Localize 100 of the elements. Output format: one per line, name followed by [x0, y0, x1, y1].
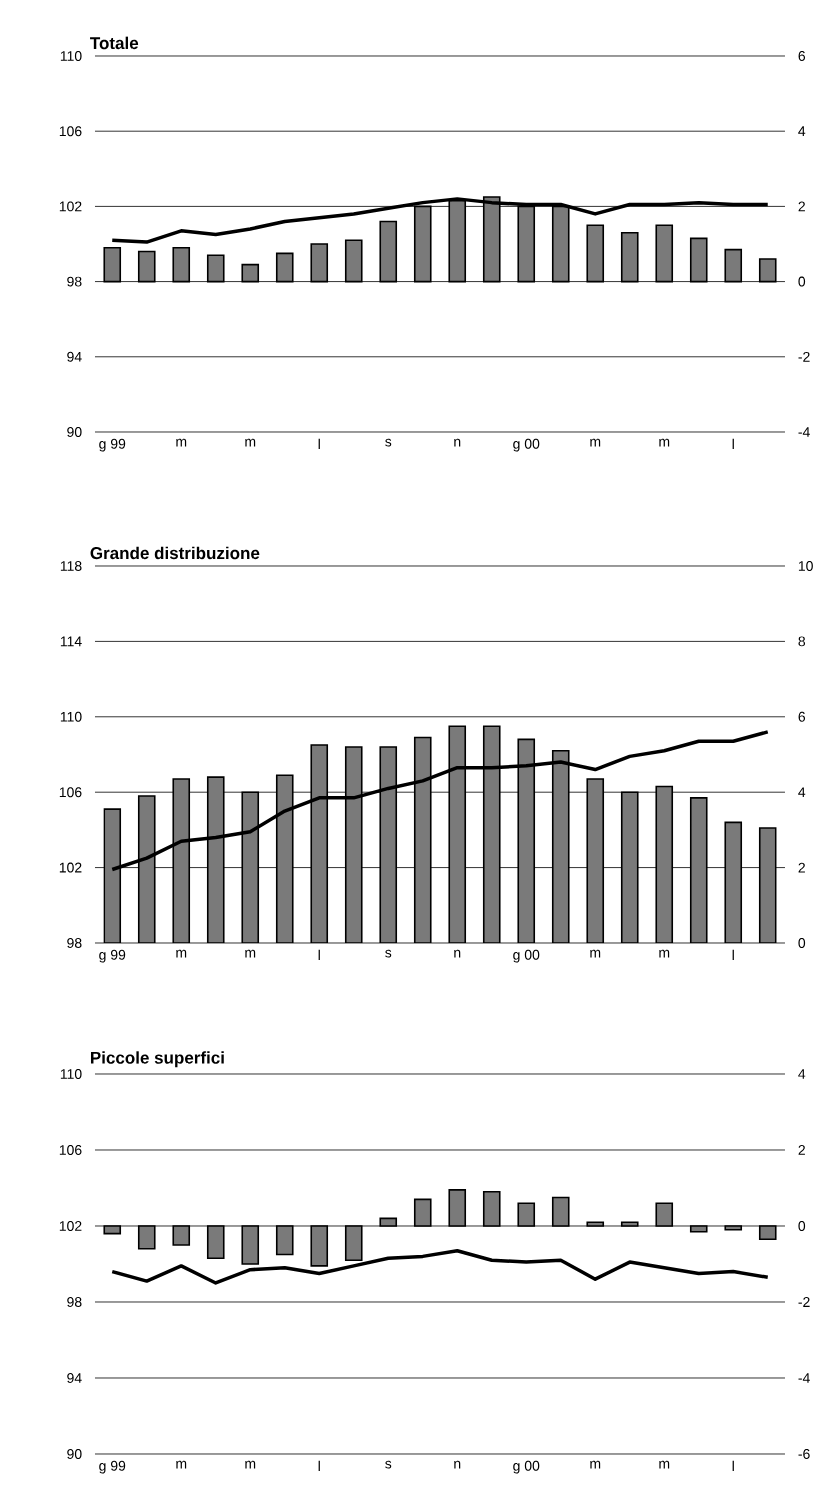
- x-tick-label: s: [385, 949, 392, 958]
- bar: [310, 1225, 329, 1267]
- chart-title: Grande distribuzione: [90, 546, 260, 560]
- bar: [379, 1217, 398, 1227]
- y2-tick-label: 6: [798, 711, 806, 722]
- chart-title: Piccole superfici: [91, 1051, 224, 1068]
- x-tick-label: m: [176, 1460, 187, 1469]
- x-tick-label: s: [385, 1460, 392, 1469]
- y-tick-label: 94: [67, 351, 82, 362]
- x-tick-label: m: [590, 949, 601, 958]
- y2-tick-label: -6: [798, 1449, 810, 1459]
- y2-tick-label: 10: [798, 561, 813, 571]
- x-tick-label: g 00: [513, 438, 540, 452]
- x-tick-label: m: [590, 438, 601, 447]
- x-tick-label: g 99: [99, 438, 126, 452]
- x-tick-label: m: [659, 438, 670, 447]
- x-tick-label: m: [245, 949, 256, 958]
- x-tick-label: g 00: [513, 1460, 540, 1474]
- x-tick-label: n: [454, 949, 461, 958]
- bar: [206, 254, 225, 283]
- y-tick-label: 98: [67, 276, 82, 287]
- bar: [137, 250, 156, 283]
- x-tick-label: m: [659, 949, 670, 958]
- x-tick-label: n: [454, 1460, 461, 1469]
- y2-tick-label: -2: [798, 1297, 810, 1307]
- bar: [655, 1202, 674, 1227]
- x-tick-label: g 00: [513, 949, 540, 963]
- bar: [206, 1225, 225, 1260]
- bar: [517, 1202, 536, 1227]
- y-tick-label: 114: [60, 636, 82, 647]
- y-tick-label: 106: [59, 126, 82, 137]
- y-tick-label: 98: [67, 1297, 82, 1307]
- y-tick-label: 102: [59, 862, 82, 873]
- bar: [689, 237, 708, 283]
- x-tick-label: m: [176, 949, 187, 958]
- bar: [482, 1190, 501, 1227]
- x-tick-label: m: [245, 1460, 256, 1469]
- x-tick-label: l: [318, 949, 320, 960]
- bar: [172, 246, 191, 283]
- x-tick-label: m: [245, 438, 256, 447]
- bar: [172, 1225, 191, 1246]
- y-tick-label: 102: [59, 201, 82, 212]
- y-tick-label: 90: [67, 1449, 82, 1459]
- bar: [724, 248, 743, 283]
- bar: [275, 252, 294, 283]
- bar: [379, 220, 398, 283]
- bar: [241, 1225, 260, 1265]
- y2-tick-label: -4: [798, 427, 810, 437]
- x-tick-label: s: [385, 438, 392, 447]
- y2-tick-label: 4: [798, 1069, 806, 1079]
- x-tick-label: l: [732, 1460, 734, 1471]
- bar: [103, 246, 122, 283]
- y2-tick-label: 8: [798, 636, 806, 647]
- y2-tick-label: 0: [798, 938, 806, 948]
- y2-tick-label: 0: [798, 1221, 806, 1231]
- chart-title: Totale: [90, 36, 139, 50]
- y-tick-label: 90: [67, 427, 82, 437]
- y-tick-label: 98: [67, 938, 82, 948]
- x-tick-label: m: [659, 1460, 670, 1469]
- y2-tick-label: -2: [798, 351, 810, 362]
- x-tick-label: l: [732, 438, 734, 449]
- bar: [689, 1225, 708, 1233]
- line-series: [110, 730, 770, 872]
- bar: [275, 1225, 294, 1256]
- y2-tick-label: 2: [798, 1145, 805, 1155]
- bar: [413, 1198, 432, 1227]
- bar: [655, 224, 674, 283]
- x-tick-label: m: [590, 1460, 601, 1469]
- bar: [448, 1189, 467, 1227]
- y2-tick-label: 4: [798, 126, 806, 136]
- bar: [620, 1221, 639, 1227]
- y2-tick-label: -4: [798, 1373, 810, 1383]
- y-tick-label: 110: [60, 711, 82, 722]
- bar: [241, 263, 260, 283]
- bar: [620, 231, 639, 283]
- bar: [344, 239, 363, 283]
- bar: [103, 1225, 122, 1235]
- bar: [758, 1225, 777, 1241]
- bar: [758, 258, 777, 283]
- y2-tick-label: 6: [798, 51, 806, 61]
- bar: [137, 1225, 156, 1250]
- x-tick-label: g 99: [99, 1460, 126, 1474]
- bar: [310, 243, 329, 283]
- y2-tick-label: 0: [798, 276, 806, 287]
- x-tick-label: l: [318, 438, 320, 449]
- y-tick-label: 102: [59, 1221, 82, 1231]
- x-tick-label: l: [318, 1460, 320, 1471]
- bar: [551, 1196, 570, 1227]
- y2-tick-label: 2: [798, 862, 805, 873]
- bar: [586, 224, 605, 283]
- y-tick-label: 110: [60, 51, 82, 61]
- x-tick-label: m: [176, 438, 187, 447]
- y-tick-label: 110: [60, 1069, 82, 1079]
- y2-tick-label: 2: [798, 201, 805, 212]
- x-tick-label: g 99: [99, 949, 126, 963]
- x-tick-label: l: [732, 949, 734, 960]
- y-tick-label: 106: [59, 1145, 82, 1155]
- bar: [724, 1225, 743, 1231]
- y-tick-label: 106: [59, 787, 82, 798]
- bar: [586, 1221, 605, 1227]
